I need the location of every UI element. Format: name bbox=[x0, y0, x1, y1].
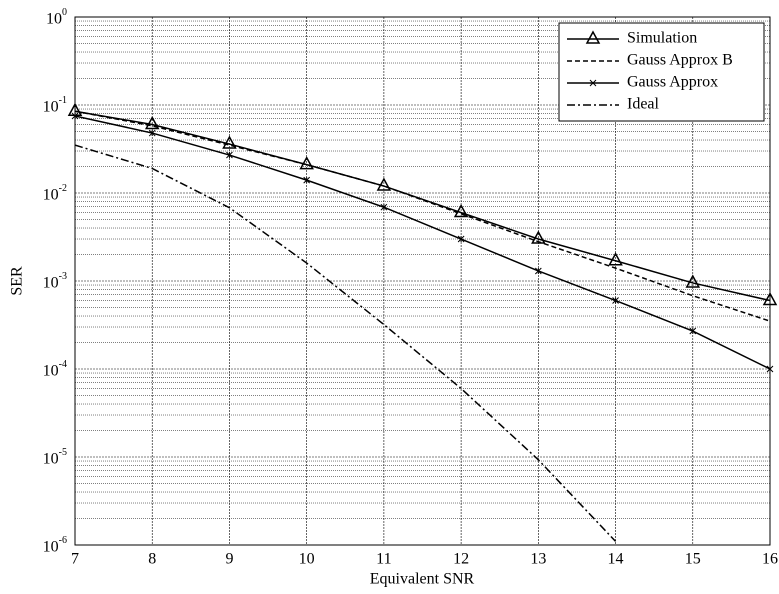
x-tick-label: 10 bbox=[299, 551, 315, 568]
legend-label: Gauss Approx bbox=[627, 74, 718, 91]
x-tick-label: 15 bbox=[685, 551, 701, 568]
legend: Simulation Gauss Approx B Gauss Approx Idea… bbox=[559, 23, 764, 121]
x-tick-label: 12 bbox=[453, 551, 469, 568]
y-tick-label: 10-6 bbox=[43, 535, 67, 555]
y-tick-label: 10-4 bbox=[43, 359, 67, 379]
x-tick-label: 9 bbox=[225, 551, 233, 568]
x-tick-label: 16 bbox=[762, 551, 778, 568]
x-tick-label: 8 bbox=[148, 551, 156, 568]
y-axis-label: SER bbox=[9, 266, 26, 296]
legend-label: Ideal bbox=[627, 96, 660, 113]
x-tick-label: 13 bbox=[530, 551, 546, 568]
x-tick-label: 14 bbox=[608, 551, 624, 568]
y-tick-label: 10-1 bbox=[43, 95, 67, 115]
x-tick-label: 7 bbox=[71, 551, 79, 568]
y-tick-label: 10-5 bbox=[43, 447, 67, 467]
chart: Equivalent SNR SER 10-6 10-5 10-4 10-3 10-2 1… bbox=[0, 0, 779, 594]
x-tick-label: 11 bbox=[376, 551, 391, 568]
x-axis-label: Equivalent SNR bbox=[370, 571, 475, 588]
y-tick-label: 10-2 bbox=[43, 183, 67, 203]
legend-label: Simulation bbox=[627, 30, 697, 47]
y-tick-label: 10-3 bbox=[43, 271, 67, 291]
legend-label: Gauss Approx B bbox=[627, 52, 733, 69]
y-tick-label: 100 bbox=[46, 7, 67, 27]
